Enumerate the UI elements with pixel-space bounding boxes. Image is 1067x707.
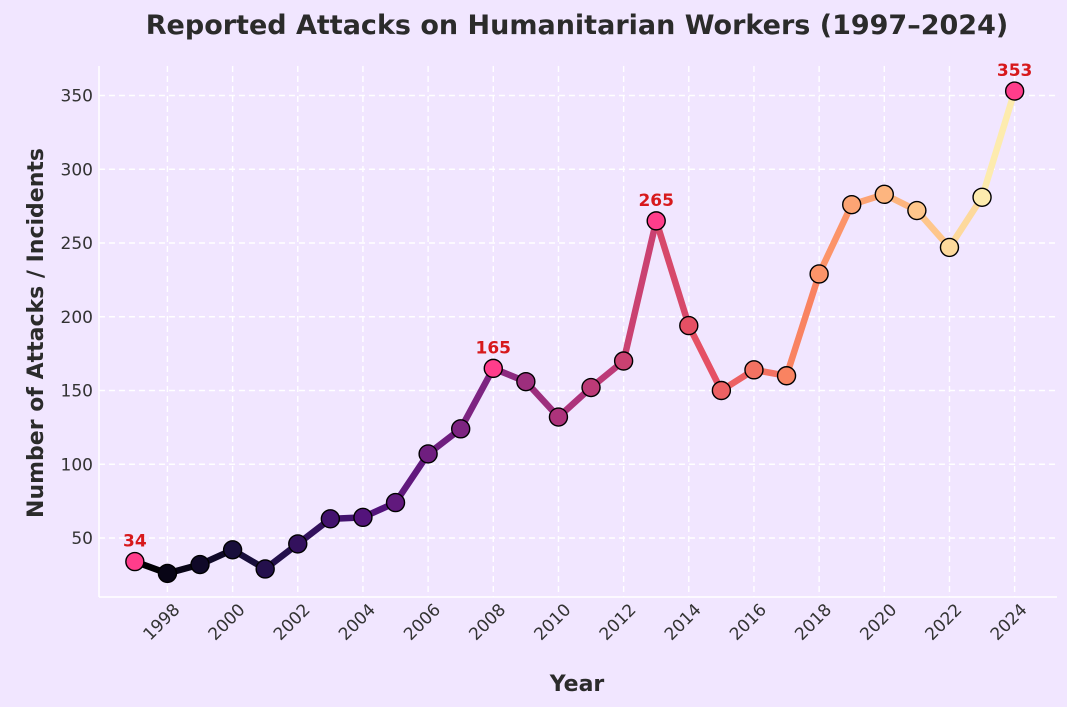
- data-point: [711, 380, 732, 401]
- data-point: [157, 563, 178, 584]
- x-tick-label: 2006: [400, 600, 445, 645]
- line-segment: [652, 217, 693, 329]
- data-point: [1004, 81, 1025, 101]
- series-points: [125, 81, 1025, 584]
- data-point: [385, 492, 406, 513]
- data-point: [548, 407, 569, 427]
- y-tick-label: 250: [61, 234, 93, 254]
- data-label: 34: [123, 532, 147, 552]
- axes: [98, 66, 1057, 598]
- x-axis-label: Year: [549, 672, 605, 697]
- data-point: [190, 554, 210, 575]
- data-point: [450, 419, 471, 439]
- grid: [99, 66, 1057, 597]
- data-point: [516, 371, 536, 392]
- line-segment: [946, 194, 986, 251]
- line-segment: [815, 201, 855, 278]
- y-tick-label: 50: [71, 529, 93, 549]
- y-tick-label: 150: [61, 382, 93, 402]
- line-segment: [685, 322, 725, 394]
- data-point: [842, 194, 862, 215]
- x-tick-label: 2002: [270, 600, 315, 645]
- x-tick-label: 2000: [205, 600, 250, 645]
- data-point: [907, 200, 927, 221]
- x-tick-label: 2014: [661, 600, 706, 645]
- data-point: [353, 507, 373, 528]
- y-tick-label: 300: [61, 160, 93, 180]
- data-point: [125, 551, 145, 572]
- x-tick-label: 1998: [140, 600, 185, 645]
- data-point: [776, 366, 797, 386]
- data-point: [744, 360, 764, 380]
- data-point: [483, 358, 503, 379]
- data-label: 265: [638, 191, 674, 211]
- x-tick-label: 2018: [791, 600, 836, 645]
- y-axis-label: Number of Attacks / Incidents: [24, 148, 49, 518]
- x-tick-label: 2022: [922, 600, 967, 645]
- data-label: 165: [476, 338, 512, 358]
- x-tick-labels: 1998 2000 2002 2004 2006 2008 2010 2012 2014 2016…: [140, 600, 1032, 645]
- data-point: [581, 377, 601, 398]
- data-point: [613, 351, 634, 371]
- y-tick-label: 350: [61, 87, 93, 107]
- data-point: [874, 184, 894, 205]
- data-point: [809, 264, 829, 284]
- data-point: [320, 509, 341, 529]
- data-point: [288, 534, 308, 554]
- y-tick-labels: 50 100 150 200 250 300 350: [61, 87, 93, 550]
- line-segment: [978, 87, 1018, 201]
- x-tick-label: 2004: [335, 600, 380, 645]
- x-tick-label: 2024: [987, 600, 1032, 645]
- data-point: [222, 540, 243, 560]
- data-point: [679, 315, 699, 336]
- data-point: [939, 237, 960, 258]
- data-point: [255, 559, 275, 579]
- y-tick-label: 100: [61, 455, 93, 475]
- line-segment: [620, 217, 660, 365]
- x-tick-label: 2012: [596, 600, 641, 645]
- data-point: [972, 187, 992, 207]
- x-tick-label: 2016: [726, 600, 771, 645]
- data-point: [646, 211, 666, 231]
- series-line: [131, 87, 1018, 577]
- y-tick-label: 200: [61, 308, 93, 328]
- chart-title: Reported Attacks on Humanitarian Workers…: [146, 10, 1008, 41]
- annotations: 34 165 265 353: [123, 61, 1032, 552]
- x-tick-label: 2020: [856, 600, 901, 645]
- data-label: 353: [997, 61, 1033, 81]
- data-point: [418, 444, 438, 464]
- line-segment: [392, 450, 432, 506]
- line-segment: [457, 365, 497, 433]
- x-tick-label: 2010: [531, 600, 576, 645]
- line-segment: [783, 270, 823, 379]
- x-tick-label: 2008: [465, 600, 510, 645]
